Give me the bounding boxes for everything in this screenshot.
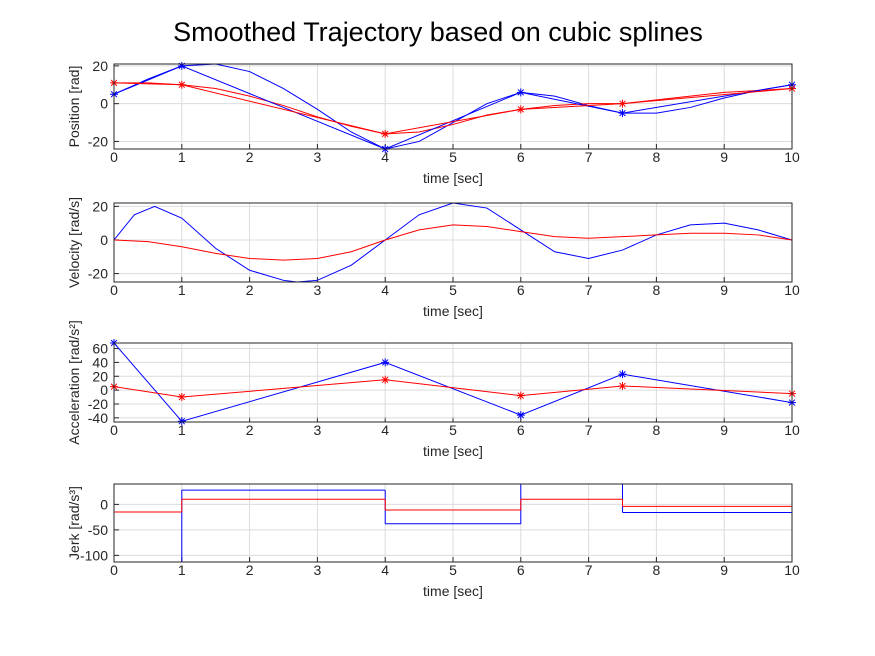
x-tick-label: 3 [314,282,322,298]
axes-box [113,63,793,150]
x-tick-label: 6 [517,282,525,298]
x-axis-label: time [sec] [423,170,483,186]
y-tick-label: 20 [92,58,108,74]
line [114,63,792,150]
y-tick-label: -20 [88,396,108,412]
axes-box [113,342,793,423]
x-tick-label: 3 [314,149,322,165]
y-tick-label: 0 [100,382,108,398]
line [114,342,792,422]
x-tick-label: 6 [517,149,525,165]
y-axis-label: Acceleration [rad/s²] [66,320,82,445]
axes-box [113,202,793,283]
y-tick-label: 0 [100,96,108,112]
x-tick-label: 0 [110,562,118,578]
x-tick-label: 8 [653,562,661,578]
x-tick-label: 7 [585,562,593,578]
x-tick-label: 2 [246,149,254,165]
x-tick-label: 3 [314,422,322,438]
x-tick-label: 9 [720,422,728,438]
x-tick-label: 4 [381,282,389,298]
x-tick-label: 1 [178,562,186,578]
y-tick-label: 0 [100,232,108,248]
x-axis-label: time [sec] [423,303,483,319]
x-tick-label: 4 [381,149,389,165]
line [114,82,792,135]
y-tick-label: 0 [100,496,108,512]
x-tick-label: 9 [720,149,728,165]
x-axis-label: time [sec] [423,443,483,459]
x-tick-label: 0 [110,422,118,438]
x-tick-label: 10 [784,149,800,165]
line [114,379,792,398]
x-tick-label: 4 [381,562,389,578]
x-tick-label: 7 [585,422,593,438]
x-tick-label: 5 [449,282,457,298]
line [114,224,792,261]
y-tick-label: -50 [88,522,108,538]
y-axis-label: Jerk [rad/s³] [66,486,82,560]
y-tick-label: 20 [92,198,108,214]
x-tick-label: 10 [784,282,800,298]
y-tick-label: 20 [92,368,108,384]
x-tick-label: 7 [585,149,593,165]
x-tick-label: 10 [784,422,800,438]
line [114,65,792,150]
x-tick-label: 10 [784,562,800,578]
x-tick-label: 0 [110,282,118,298]
x-tick-label: 3 [314,562,322,578]
x-axis-label: time [sec] [423,583,483,599]
x-tick-label: 6 [517,562,525,578]
x-tick-label: 5 [449,149,457,165]
y-tick-label: -100 [80,547,108,563]
line [114,82,792,135]
x-tick-label: 1 [178,422,186,438]
x-tick-label: 2 [246,562,254,578]
y-tick-label: -20 [88,266,108,282]
x-tick-label: 8 [653,422,661,438]
x-tick-label: 8 [653,149,661,165]
x-tick-label: 0 [110,149,118,165]
y-axis-label: Velocity [rad/s] [66,197,82,288]
x-tick-label: 2 [246,282,254,298]
x-tick-label: 9 [720,282,728,298]
x-tick-label: 4 [381,422,389,438]
x-tick-label: 7 [585,282,593,298]
x-tick-label: 2 [246,422,254,438]
x-tick-label: 5 [449,422,457,438]
chart-title: Smoothed Trajectory based on cubic splin… [173,17,703,47]
y-tick-label: -20 [88,133,108,149]
y-axis-label: Position [rad] [66,66,82,148]
x-tick-label: 5 [449,562,457,578]
x-tick-label: 1 [178,282,186,298]
axes-box [113,483,793,563]
x-tick-label: 8 [653,282,661,298]
y-tick-label: 60 [92,341,108,357]
x-tick-label: 9 [720,562,728,578]
line [114,202,792,283]
x-tick-label: 6 [517,422,525,438]
y-tick-label: 40 [92,354,108,370]
x-tick-label: 1 [178,149,186,165]
y-tick-label: -40 [88,410,108,426]
